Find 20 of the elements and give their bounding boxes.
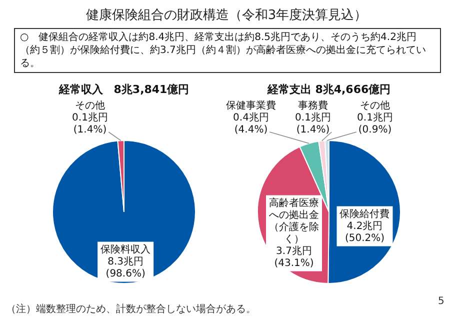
data-label: 3.7兆円 (43.1%) [274, 244, 314, 269]
text: ○ 健保組合の経常収入は約8.4兆円、経常支出は約8.5兆円であり、そのうち約4.2兆円（約５割）が保険給付費に、約3.7兆円（約４割）が高齢者医療への拠出金に充てられている。 [14, 28, 441, 73]
data-label: 4.2兆円 (50.2%) [344, 220, 385, 244]
slice-label: その他 [75, 100, 105, 112]
data-label: 8.3兆円 (98.6%) [106, 255, 146, 280]
data-label: 0.1兆円 (0.9%) [357, 112, 393, 136]
slice-label: 高齢者医療への拠出金（介護を除く） [268, 196, 319, 245]
slice-label: 保険給付費 [340, 208, 390, 220]
text: （注）端数整理のため、計数が整合しない場合がある。 [6, 302, 256, 316]
text: 健康保険組合の財政構造（令和3年度決算見込） [84, 7, 368, 24]
slice-label: その他 [360, 100, 390, 112]
chart-title: 経常支出 8兆4,666億円 [266, 82, 392, 97]
slice-label: 保健事業費 [226, 100, 276, 112]
text: 5 [438, 296, 444, 307]
data-label: 0.1兆円 (1.4%) [72, 112, 108, 136]
slice-label: 事務費 [298, 100, 328, 112]
chart-title: 経常収入 8兆3,841億円 [58, 82, 190, 97]
data-label: 0.1兆円 (1.4%) [295, 112, 331, 136]
data-label: 0.4兆円 (4.4%) [233, 112, 269, 136]
slice-label: 保険料収入 [100, 243, 151, 256]
